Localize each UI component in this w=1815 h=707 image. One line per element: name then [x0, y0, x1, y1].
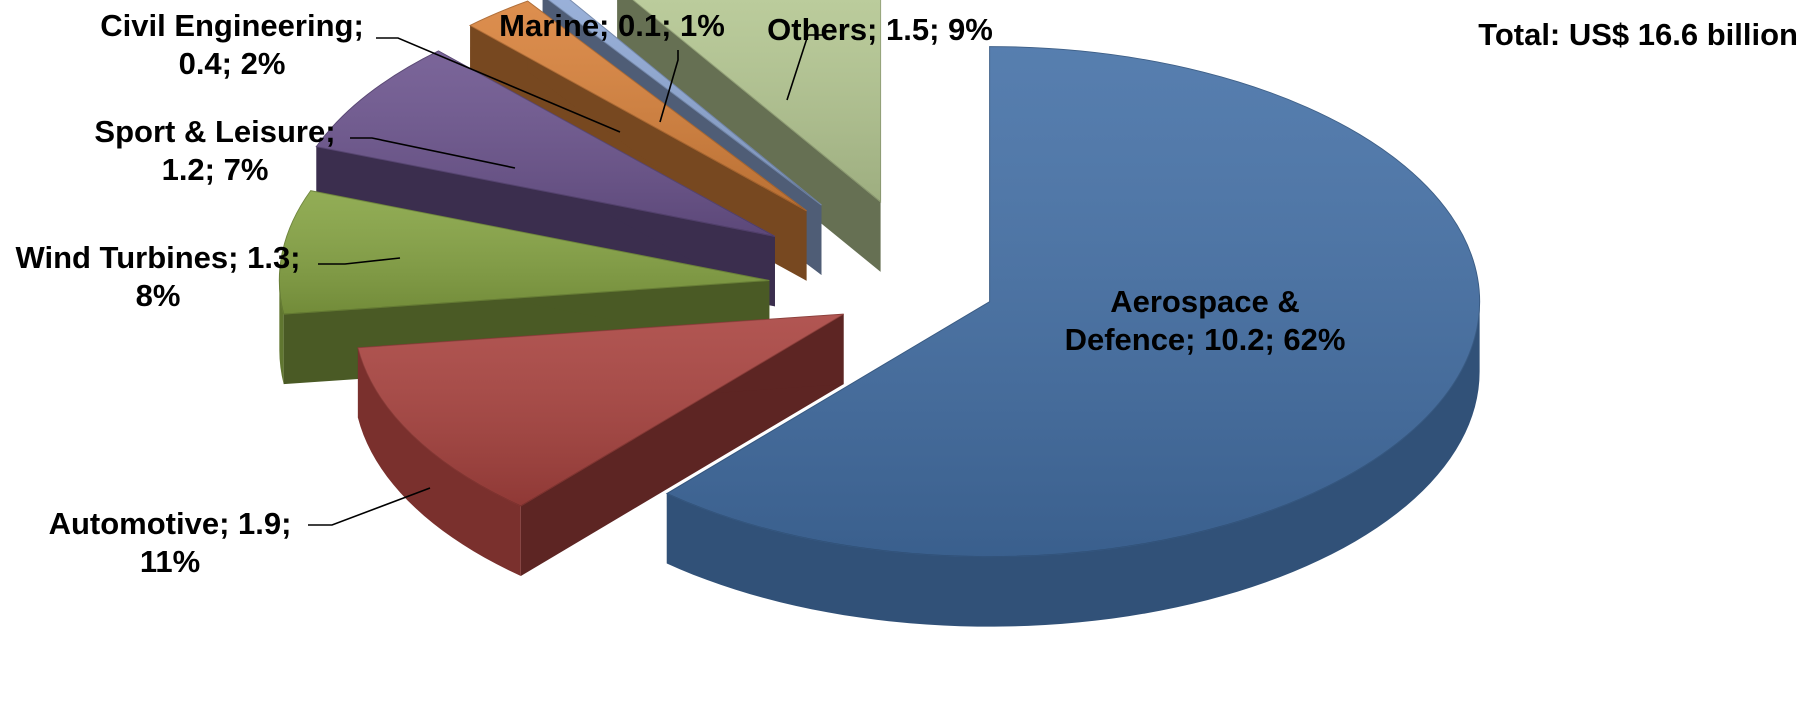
slice-automotive — [357, 313, 844, 507]
data-label-line: Sport & Leisure; — [94, 114, 335, 149]
slice-wind-turbines — [278, 190, 770, 315]
slice-sheen-aerospace-defence — [666, 46, 1480, 557]
leader-line-others — [786, 34, 826, 101]
data-labels-layer: Aerospace & Defence; 10.2; 62% Automotive;… — [15, 8, 1345, 579]
leader-line-wind-turbines — [318, 257, 401, 265]
slice-others — [632, 0, 882, 203]
chart-total-label: Total: US$ 16.6 billion — [1478, 17, 1798, 52]
data-label-aerospace-defence: Aerospace & Defence; 10.2; 62% — [1065, 284, 1346, 357]
data-label-line: 8% — [136, 278, 181, 313]
slice-rim-aerospace-defence — [666, 301, 1480, 627]
slice-sheen-marine — [548, 0, 822, 206]
data-label-marine: Marine; 0.1; 1% — [499, 8, 725, 43]
slice-tops-layer — [278, 0, 1481, 558]
data-label-line: Defence; 10.2; 62% — [1065, 322, 1346, 357]
data-label-line: Marine; 0.1; 1% — [499, 8, 725, 43]
data-label-line: Civil Engineering; — [100, 8, 364, 43]
slice-sheen-automotive — [357, 314, 844, 506]
leader-line-civil-engineering — [376, 37, 621, 133]
data-label-others: Others; 1.5; 9% — [767, 12, 993, 47]
data-label-line: 11% — [140, 544, 200, 579]
data-label-line: Others; 1.5; 9% — [767, 12, 993, 47]
slice-sheen-wind-turbines — [279, 190, 770, 315]
leader-line-marine — [659, 50, 679, 123]
data-label-line: 1.2; 7% — [162, 152, 269, 187]
data-label-wind-turbines: Wind Turbines; 1.3; 8% — [15, 240, 300, 313]
slice-rim-wind-turbines — [279, 280, 284, 385]
slice-sheen-others — [633, 0, 881, 202]
slice-marine — [547, 0, 822, 206]
data-label-civil-engineering: Civil Engineering; 0.4; 2% — [100, 8, 364, 81]
slice-civil-engineering — [468, 0, 807, 212]
slice-rim-automotive — [357, 347, 521, 576]
data-label-line: Aerospace & — [1110, 284, 1300, 319]
data-label-line: 0.4; 2% — [179, 46, 286, 81]
leader-line-sport-leisure — [350, 137, 516, 169]
slice-sheen-civil-engineering — [470, 1, 807, 211]
data-label-line: Automotive; 1.9; — [49, 506, 292, 541]
leader-lines-layer — [308, 34, 826, 526]
data-label-line: Wind Turbines; 1.3; — [15, 240, 300, 275]
slice-sheen-sport-leisure — [316, 50, 775, 237]
data-label-automotive: Automotive; 1.9; 11% — [49, 506, 292, 579]
slice-aerospace-defence — [665, 46, 1481, 558]
slice-sport-leisure — [315, 50, 776, 237]
data-label-sport-leisure: Sport & Leisure; 1.2; 7% — [94, 114, 335, 187]
leader-line-automotive — [308, 487, 431, 526]
